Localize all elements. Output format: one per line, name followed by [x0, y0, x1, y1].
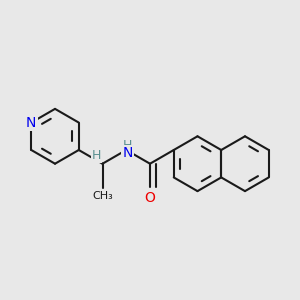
Text: CH₃: CH₃	[92, 191, 113, 201]
Text: H: H	[123, 139, 132, 152]
Text: N: N	[26, 116, 37, 130]
Text: O: O	[145, 191, 155, 205]
Text: H: H	[92, 149, 101, 162]
Text: N: N	[122, 146, 133, 160]
